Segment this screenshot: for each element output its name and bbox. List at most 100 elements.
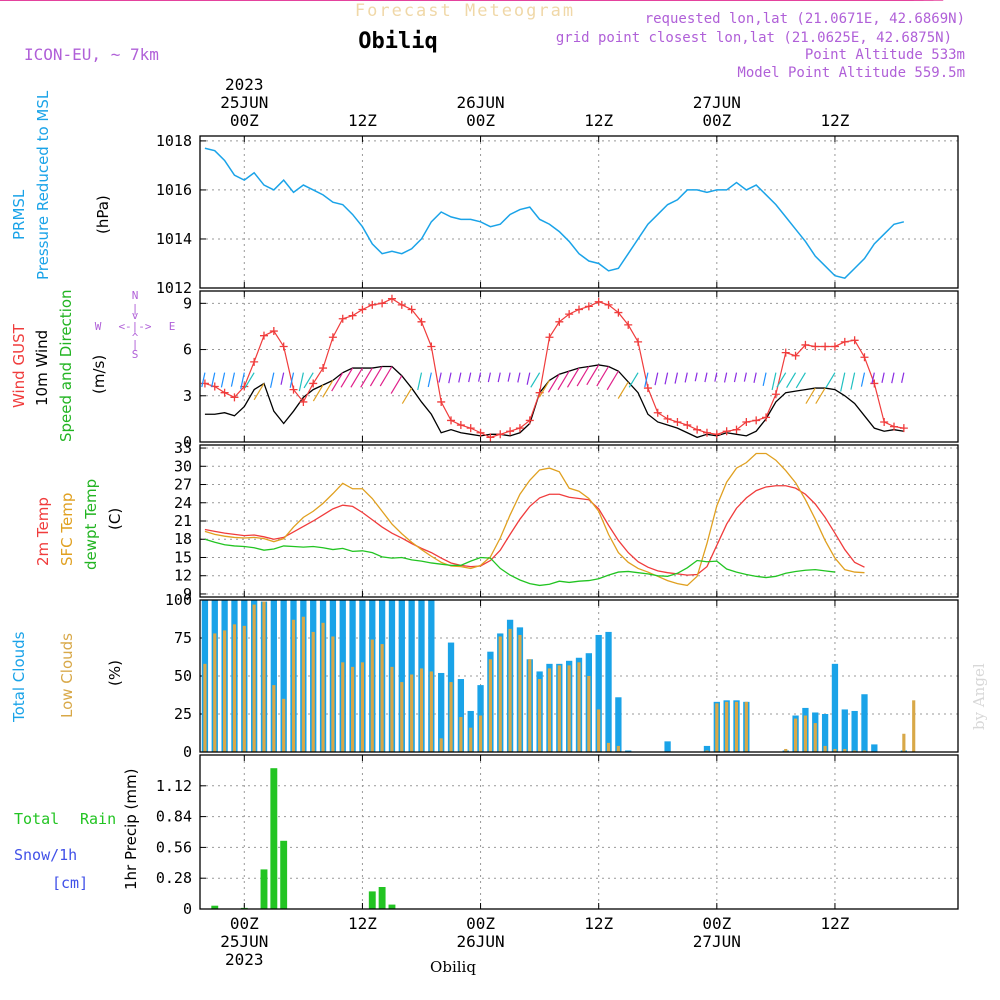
precipitation-ytick-label: 0.56: [156, 838, 192, 856]
low-cloud-bar: [478, 715, 483, 752]
compass-n: N: [132, 289, 139, 302]
bottom-time-label: 25JUN: [220, 932, 268, 951]
bottom-time-label: 00Z: [702, 914, 731, 933]
panel-border: [199, 599, 959, 753]
temp-label-dew: dewpt Temp: [82, 479, 100, 570]
gust-marker: [604, 300, 613, 309]
wind-dir-arrow: [360, 367, 373, 388]
temperature-ytick-label: 15: [174, 548, 192, 566]
gust-marker: [515, 424, 524, 433]
low-cloud-bar: [301, 616, 305, 752]
gust-marker: [466, 424, 475, 433]
cloud-label-total: Total Clouds: [10, 631, 28, 723]
wind-dir-arrow: [786, 372, 797, 388]
low-cloud-bar: [439, 738, 443, 752]
wind-label-10m: 10m Wind: [33, 330, 51, 406]
subtitle: Forecast Meteogram: [355, 1, 575, 21]
gust-marker: [840, 337, 849, 346]
wind-label-dir: Speed and Direction: [57, 289, 75, 442]
low-cloud-bar: [429, 671, 433, 752]
gust-marker: [299, 397, 308, 406]
low-cloud-bar: [715, 703, 719, 752]
total-cloud-bar: [438, 672, 445, 752]
wind-ytick-label: 6: [183, 341, 192, 359]
gust-marker: [702, 428, 711, 437]
wind-dir-arrow: [458, 372, 462, 383]
wind-dir-arrow: [596, 366, 610, 387]
gust-marker: [496, 430, 505, 439]
gust-marker: [220, 388, 229, 397]
clouds-ytick-label: 0: [183, 743, 192, 761]
wind-dir-arrow: [547, 373, 560, 393]
total-cloud-bar: [625, 750, 632, 752]
model-altitude: Model Point Altitude 559.5m: [737, 65, 965, 81]
low-cloud-bar: [390, 666, 394, 752]
wind-dir-arrow: [628, 372, 639, 388]
wind-dir-arrow: [762, 372, 767, 386]
top-time-label: 00Z: [230, 111, 259, 130]
low-cloud-bar: [813, 723, 817, 752]
bottom-time-label: 26JUN: [456, 932, 504, 951]
wind-dir-arrow: [617, 381, 629, 399]
wind-dir-arrow: [805, 387, 816, 404]
low-cloud-bar: [567, 665, 571, 752]
wind-dir-arrow: [240, 372, 245, 389]
temp-dew-line: [204, 538, 836, 587]
temperature-ytick-label: 9: [183, 585, 192, 603]
low-cloud-bar: [606, 742, 611, 752]
bottom-time-label: 12Z: [820, 914, 849, 933]
gust-marker: [555, 317, 564, 326]
low-cloud-bar: [341, 662, 345, 752]
svg-text:<-|->: <-|->: [118, 320, 151, 333]
gust-marker: [437, 397, 446, 406]
low-cloud-bar: [803, 715, 807, 752]
compass-e: E: [169, 320, 176, 333]
gust-marker: [624, 320, 633, 329]
precipitation-ytick-label: 0: [183, 900, 192, 918]
wind-dir-arrow: [390, 375, 403, 394]
clouds-ytick-label: 25: [174, 705, 192, 723]
low-cloud-bar: [508, 628, 512, 752]
low-cloud-bar: [282, 698, 286, 752]
gust-marker: [712, 430, 721, 439]
bottom-time-label: 00Z: [230, 914, 259, 933]
low-cloud-bar: [744, 701, 748, 752]
rain-bar: [280, 840, 288, 909]
wind-dir-arrow: [253, 383, 265, 401]
wind-ytick-label: 9: [183, 294, 192, 312]
low-cloud-bar: [518, 634, 522, 752]
cloud-label-low: Low Clouds: [58, 633, 76, 718]
total-cloud-bar: [703, 745, 711, 752]
panel-border: [199, 135, 959, 289]
panel-border: [199, 754, 959, 910]
wind-dir-arrow: [815, 387, 826, 404]
wind-dir-arrow: [694, 372, 698, 382]
low-cloud-bar: [291, 619, 296, 752]
gust-marker: [259, 331, 268, 340]
wind-labels: Wind GUST 10m Wind Speed and Direction (…: [10, 289, 175, 442]
rain-bar: [270, 768, 278, 909]
compass-icon: N | v W <-|-> E ^ | S: [95, 289, 176, 361]
temperature-ytick-label: 27: [174, 476, 192, 494]
gust-marker: [860, 353, 869, 362]
gust-marker: [732, 425, 741, 434]
wind-dir-arrow: [743, 372, 747, 382]
gust-marker: [407, 305, 416, 314]
total-cloud-bar: [871, 744, 878, 752]
wind-dir-arrow: [586, 364, 600, 386]
bottom-time-label: 2023: [225, 950, 264, 969]
gust-marker: [447, 416, 456, 425]
gust-marker: [358, 305, 367, 314]
low-cloud-bar: [370, 639, 374, 752]
pressure-panel: 1012 1014 1016 1018: [156, 132, 958, 297]
low-cloud-bar: [587, 676, 591, 752]
location-title: Obiliq: [358, 29, 437, 54]
wind-dir-arrow: [417, 372, 423, 391]
gust-marker: [397, 300, 406, 309]
total-cloud-bar: [595, 634, 602, 752]
low-cloud-bar: [380, 644, 384, 752]
wind-dir-arrow: [795, 372, 806, 389]
low-cloud-bar: [557, 665, 561, 752]
wind-speed-line: [204, 364, 904, 439]
gust-marker: [545, 333, 554, 342]
